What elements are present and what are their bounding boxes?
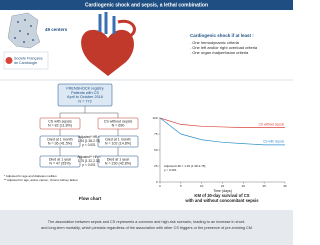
- flow-label: Flow chart: [79, 196, 102, 201]
- logo-mark: [5, 57, 13, 64]
- chart-title: with and without concomitant sepsis: [184, 198, 259, 203]
- conclusion-text: The association between sepsis and CS re…: [48, 220, 246, 224]
- chart-annotation: p < 0.001: [164, 168, 177, 172]
- legend-label: CS with sepsis: [263, 140, 284, 144]
- hr-year: p < 0.001: [82, 163, 96, 167]
- died-month-without: N = 102 (14.8%): [105, 142, 131, 146]
- registry: Patients with CS: [71, 91, 99, 95]
- definition-heading: Cardiogenic shock if at least :: [190, 33, 254, 38]
- died-year-without: N = 230 (42.8%): [105, 162, 131, 166]
- title-bar: [0, 0, 293, 10]
- x-tick-label: 20: [242, 184, 246, 188]
- title: Cardiogenic shock and sepsis, a lethal c…: [85, 2, 208, 8]
- hr-month: 1.94 [1.38-2.78]: [78, 139, 100, 143]
- logo-box: [3, 51, 49, 70]
- chart-title: KM of 30-day survival of CS: [194, 193, 249, 198]
- definition-item: . One organ malperfusion criteria: [190, 50, 249, 55]
- x-tick-label: 5: [180, 184, 182, 188]
- with-sepsis: N = 82 (11.8%): [48, 124, 72, 128]
- registry: April to October 2016: [67, 95, 103, 99]
- hr-year: Adjusted** HR =: [77, 155, 100, 159]
- with-sepsis: CS with sepsis: [48, 119, 72, 123]
- without-sepsis: N = 690: [112, 124, 125, 128]
- x-tick-label: 15: [221, 184, 225, 188]
- x-tick-label: 25: [262, 184, 266, 188]
- y-tick-label: 75: [154, 132, 158, 136]
- logo-text: de Cardiologie: [14, 61, 37, 65]
- center-dots: [14, 19, 34, 43]
- y-tick-label: 25: [154, 164, 158, 168]
- graphical-abstract: Cardiogenic shock and sepsis, a lethal c…: [0, 0, 293, 245]
- heart-vessels: [98, 12, 116, 34]
- y-tick-label: 50: [154, 148, 158, 152]
- survival-curve: [159, 117, 285, 128]
- hr-month: Adjusted* HR =: [78, 135, 100, 139]
- footnote: ** Adjusted for age, active cancer, chro…: [4, 178, 78, 182]
- died-month-with: Died at 1 month: [47, 137, 72, 141]
- died-month-without: Died at 1 month: [105, 137, 130, 141]
- registry: N = 772: [78, 100, 91, 104]
- x-tick-label: 10: [200, 184, 204, 188]
- heart-illustration: [81, 29, 134, 76]
- died-year-without: Died at 1 year: [107, 157, 130, 161]
- registry: FRENSHOCK registry: [66, 86, 103, 90]
- died-year-with-box: [39, 155, 81, 168]
- y-tick-label: 0: [156, 180, 158, 184]
- hr-year: 1.75 [1.32-2.32]: [78, 159, 100, 163]
- x-tick-label: 30: [283, 184, 287, 188]
- died-month-with: N = 36 (41.5%): [48, 142, 72, 146]
- x-tick-label: 0: [159, 184, 161, 188]
- chart-annotation: Adjusted HR = 1.94 [1.38-2.78]: [164, 164, 205, 168]
- france-map: [7, 12, 41, 49]
- logo-text: Société Française: [14, 56, 43, 60]
- x-axis-label: Time (days): [213, 189, 232, 193]
- legend-label: CS without sepsis: [259, 122, 285, 126]
- centers-label: 49 centers: [45, 27, 68, 32]
- without-sepsis: CS without sepsis: [104, 119, 133, 123]
- conclusion-text: and long-term mortality, which persists …: [41, 226, 252, 230]
- hr-month: p < 0.001: [82, 143, 96, 147]
- conclusion-box: [0, 210, 293, 245]
- died-year-without-box: [97, 155, 139, 168]
- died-year-with: N = 47 (53%): [49, 162, 70, 166]
- definition-item: . One hemodynamic criteria: [190, 40, 240, 45]
- survival-curve: [159, 117, 285, 146]
- heart-aorta: [117, 19, 136, 38]
- y-tick-label: 100: [152, 116, 157, 120]
- definition-item: . One left and/or right overload criteri…: [190, 45, 258, 50]
- footnote: * Adjusted for age and diabetes mellitus: [4, 174, 57, 178]
- died-year-with: Died at 1 year: [49, 157, 72, 161]
